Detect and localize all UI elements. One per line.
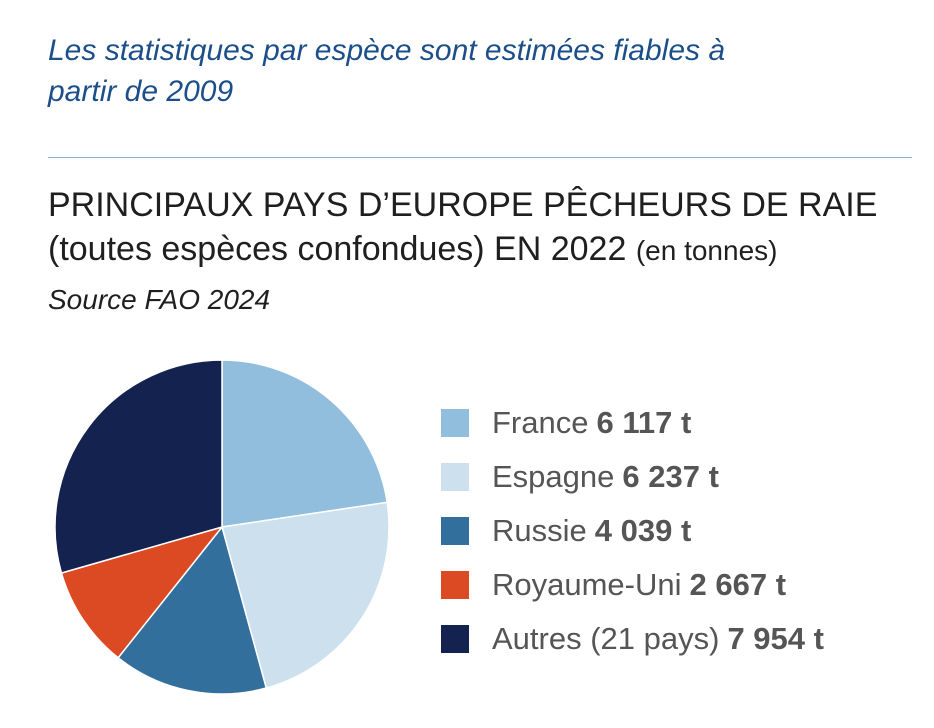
legend-label: Russie <box>492 513 587 548</box>
legend-label: Espagne <box>492 459 615 494</box>
divider <box>48 157 912 158</box>
legend-item: Royaume-Uni 2 667 t <box>441 558 824 612</box>
chart-title-main: PRINCIPAUX PAYS D’EUROPE PÊCHEURS DE RAI… <box>48 186 878 268</box>
legend-item: Russie 4 039 t <box>441 504 824 558</box>
legend-value: 4 039 t <box>594 513 692 548</box>
legend-item: Autres (21 pays) 7 954 t <box>441 612 824 666</box>
pie-slice-royaume-uni <box>60 525 225 659</box>
legend-swatch <box>441 409 469 437</box>
chart-source: Source FAO 2024 <box>48 284 271 315</box>
legend-label: France <box>492 405 589 440</box>
pie-slice-france <box>221 359 389 528</box>
chart-title-unit: (en tonnes) <box>635 235 778 266</box>
pie-slice-autres-21-pays <box>54 359 223 574</box>
legend-item: France 6 117 t <box>441 396 824 450</box>
reliability-note: Les statistiques par espèce sont estimée… <box>48 34 726 108</box>
legend-value: 6 237 t <box>622 459 719 494</box>
chart-title: PRINCIPAUX PAYS D’EUROPE PÊCHEURS DE RAI… <box>48 183 918 273</box>
legend-label: Autres (21 pays) <box>492 621 720 656</box>
legend-value: 2 667 t <box>689 567 787 602</box>
legend-value: 6 117 t <box>596 405 692 440</box>
legend-swatch <box>441 571 469 599</box>
legend-value: 7 954 t <box>727 621 824 656</box>
legend-swatch <box>441 625 469 653</box>
legend-label: Royaume-Uni <box>492 567 682 602</box>
legend-item: Espagne 6 237 t <box>441 450 824 504</box>
legend-swatch <box>441 517 469 545</box>
pie-slice-russie <box>117 525 268 695</box>
pie-slice-espagne <box>221 501 390 689</box>
legend: France 6 117 t Espagne 6 237 t Russie 4 039 t… <box>441 396 824 666</box>
legend-swatch <box>441 463 469 491</box>
